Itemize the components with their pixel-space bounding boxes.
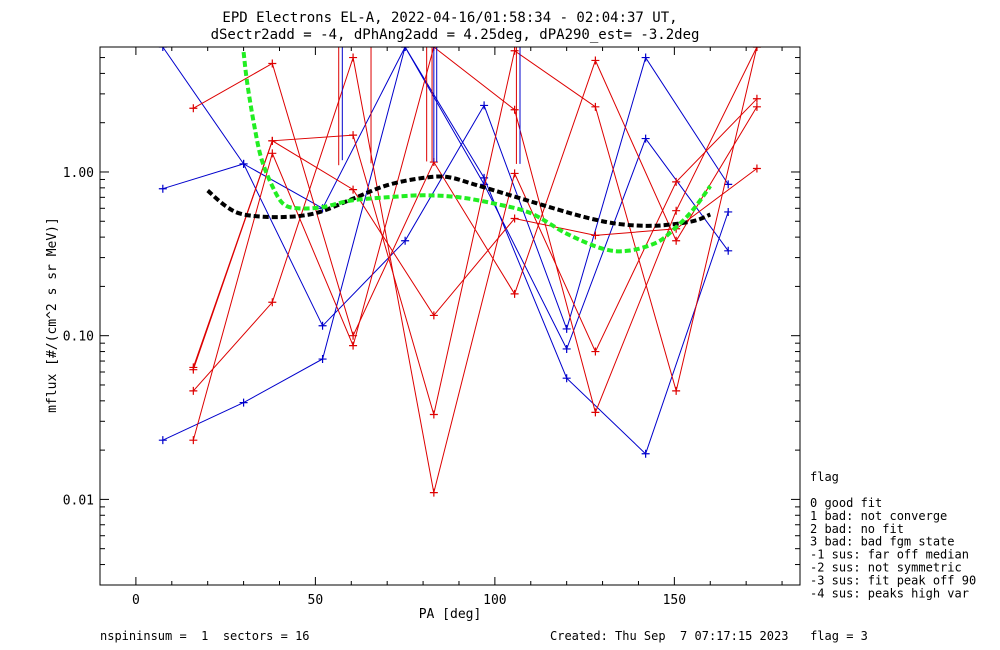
data-point-4-6 [591,102,600,111]
legend-item: -3 sus: fit peak off 90 [810,573,976,587]
data-point-5-2 [268,59,277,68]
data-point-1-6 [562,324,571,333]
x-tick-label-50: 50 [308,593,324,608]
data-point-7-4 [429,488,438,497]
y-tick-label-0.01: 0.01 [63,493,94,508]
x-axis-label: PA [deg] [419,607,482,622]
data-point-6-1 [189,436,198,445]
data-point-5-1 [189,104,198,113]
y-tick-label-1.00: 1.00 [63,166,94,181]
data-point-7-2 [268,298,277,307]
series-line-7 [192,57,758,493]
legend-item: -2 sus: not symmetric [810,561,962,575]
x-tick-label-150: 150 [663,593,686,608]
series-line-8 [192,140,758,368]
x-tick-label-0: 0 [132,593,140,608]
legend-item: 1 bad: not converge [810,509,947,523]
data-point-7-3 [349,53,358,62]
data-point-8-1 [189,363,198,372]
data-point-5-8 [752,102,761,111]
legend-item: 3 bad: bad fgm state [810,535,955,549]
legend-title: flag [810,470,839,484]
data-point-7-1 [189,386,198,395]
data-point-2-8 [724,207,733,216]
data-point-4-3 [349,131,358,140]
data-point-4-5 [510,47,519,55]
data-point-6-6 [591,408,600,417]
data-point-6-8 [752,47,761,51]
series-line-2 [162,47,729,455]
data-point-1-8 [724,180,733,189]
data-point-6-3 [349,341,358,350]
data-point-8-2 [268,136,277,145]
series-line-1 [162,56,729,331]
data-point-8-8 [752,164,761,173]
data-point-2-1 [158,436,167,445]
chart-marks [158,47,761,497]
data-layer [158,47,761,497]
legend-item: 0 good fit [810,496,882,510]
x-tick-label-100: 100 [483,593,506,608]
axes: 0 50 100 150 0.01 0.10 1.00 [63,47,800,608]
data-point-3-7 [641,134,650,143]
data-point-2-3 [318,355,327,364]
data-point-7-5 [510,169,519,178]
data-point-1-4 [401,236,410,245]
legend: 0 good fit 1 bad: not converge 2 bad: no… [810,496,976,600]
data-point-8-3 [349,185,358,194]
y-tick-label-0.10: 0.10 [63,330,94,345]
data-point-3-2 [239,159,248,168]
data-point-2-2 [239,398,248,407]
data-point-8-4 [429,311,438,320]
data-point-8-6 [591,231,600,240]
data-point-2-7 [641,449,650,458]
data-point-5-5 [510,289,519,298]
data-point-8-5 [510,214,519,223]
y-axis-label: mflux [#/(cm^2 s sr MeV)] [45,217,60,413]
series-line-3 [162,47,729,351]
chart-subtitle: dSectr2add = -4, dPhAng2add = 4.25deg, d… [211,27,700,43]
legend-item: -4 sus: peaks high var [810,586,969,600]
data-point-3-4 [401,47,410,51]
data-point-7-8 [752,94,761,103]
series-line-4 [192,47,758,415]
data-point-1-3 [318,321,327,330]
footer-right: Created: Thu Sep 7 07:17:15 2023 flag = … [550,629,868,643]
series-line-6 [192,47,758,441]
data-point-2-6 [562,374,571,383]
data-point-3-1 [158,47,167,51]
data-point-6-5 [510,105,519,114]
data-point-3-8 [724,246,733,255]
data-point-5-7 [672,236,681,245]
plot-frame [99,46,801,586]
fit-curve-2 [241,51,712,254]
data-point-6-2 [268,149,277,158]
footer-left: nspininsum = 1 sectors = 16 [100,629,310,643]
legend-item: -1 sus: far off median [810,548,969,562]
fit-curve-1 [206,174,712,228]
data-point-4-7 [672,386,681,395]
legend-item: 2 bad: no fit [810,522,904,536]
data-point-1-1 [158,184,167,193]
data-point-6-7 [672,206,681,215]
data-point-3-6 [562,344,571,353]
data-point-1-7 [641,53,650,62]
data-point-1-5 [480,101,489,110]
data-point-4-4 [429,410,438,419]
data-point-7-6 [591,347,600,356]
data-point-5-6 [591,56,600,65]
data-point-7-7 [672,177,681,186]
chart-title: EPD Electrons EL-A, 2022-04-16/01:58:34 … [222,10,677,26]
